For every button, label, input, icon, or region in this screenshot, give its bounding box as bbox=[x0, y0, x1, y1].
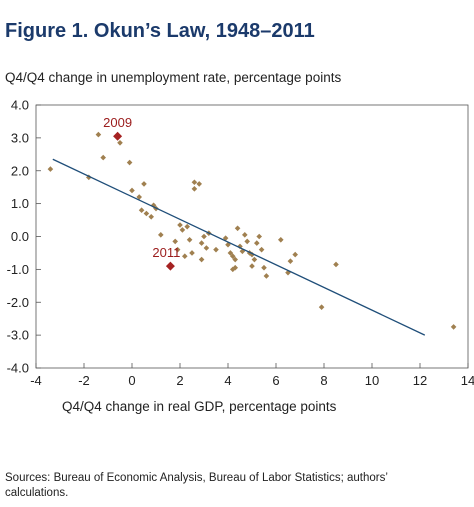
data-point bbox=[100, 154, 106, 161]
data-point bbox=[47, 166, 54, 172]
data-point bbox=[285, 269, 291, 276]
data-point bbox=[172, 238, 178, 245]
x-axis-label: Q4/Q4 change in real GDP, percentage poi… bbox=[62, 399, 337, 414]
data-point bbox=[191, 186, 198, 192]
x-tick-label: 4 bbox=[224, 373, 231, 388]
y-tick-label: -1.0 bbox=[7, 262, 29, 277]
data-point bbox=[203, 245, 210, 251]
data-point bbox=[141, 181, 147, 187]
data-point bbox=[278, 236, 284, 243]
y-tick-label: -3.0 bbox=[7, 328, 29, 343]
data-point bbox=[450, 324, 457, 330]
data-point bbox=[117, 140, 123, 146]
data-point bbox=[222, 235, 229, 241]
x-tick-label: 0 bbox=[128, 373, 135, 388]
trend-line bbox=[52, 158, 426, 336]
data-point bbox=[198, 240, 205, 246]
data-point bbox=[318, 304, 325, 310]
data-point bbox=[232, 256, 238, 263]
data-point bbox=[148, 213, 154, 220]
plot-area-frame bbox=[35, 104, 469, 369]
data-point bbox=[143, 210, 150, 217]
data-point bbox=[126, 159, 133, 166]
data-point bbox=[258, 246, 265, 253]
data-point bbox=[232, 264, 238, 271]
highlight-label-2009: 2009 bbox=[103, 115, 132, 130]
x-tick-label: 2 bbox=[176, 373, 183, 388]
data-point bbox=[227, 250, 234, 256]
data-point bbox=[177, 222, 183, 228]
chart-title: Figure 1. Okun’s Law, 1948–2011 bbox=[5, 20, 315, 42]
data-point bbox=[189, 250, 195, 256]
x-tick-label: 8 bbox=[320, 373, 327, 388]
y-tick-label: 3.0 bbox=[11, 130, 29, 145]
data-point bbox=[182, 253, 188, 260]
y-tick-label: 0.0 bbox=[11, 229, 29, 244]
highlight-point-2011 bbox=[165, 261, 175, 271]
data-point bbox=[86, 174, 92, 181]
data-point bbox=[230, 266, 236, 273]
x-tick-label: 14 bbox=[461, 373, 474, 388]
data-point bbox=[184, 223, 190, 230]
data-point bbox=[213, 246, 219, 253]
data-point bbox=[150, 202, 157, 209]
data-point bbox=[239, 248, 246, 255]
x-tick-label: 6 bbox=[272, 373, 279, 388]
data-point bbox=[249, 263, 255, 269]
data-point bbox=[198, 256, 205, 263]
source-note: Sources: Bureau of Economic Analysis, Bu… bbox=[5, 472, 388, 499]
data-point bbox=[158, 232, 164, 238]
data-point bbox=[244, 238, 250, 245]
x-tick-label: 10 bbox=[365, 373, 379, 388]
data-point bbox=[196, 181, 202, 187]
data-point bbox=[256, 233, 262, 240]
x-tick-label: -2 bbox=[78, 373, 90, 388]
y-tick-label: -4.0 bbox=[7, 361, 29, 376]
data-point bbox=[174, 246, 181, 253]
data-point bbox=[234, 225, 241, 232]
data-point bbox=[136, 194, 142, 200]
data-point bbox=[292, 251, 298, 258]
data-point bbox=[251, 256, 258, 263]
y-tick-label: 2.0 bbox=[11, 163, 29, 178]
data-point bbox=[186, 236, 193, 243]
data-point bbox=[191, 179, 198, 186]
data-point bbox=[254, 240, 260, 246]
y-tick-label: 4.0 bbox=[11, 98, 29, 113]
y-tick-label: -2.0 bbox=[7, 295, 29, 310]
data-point bbox=[179, 227, 186, 233]
x-tick-label: -4 bbox=[30, 373, 42, 388]
x-tick-label: 12 bbox=[413, 373, 427, 388]
data-point bbox=[138, 207, 145, 213]
data-point bbox=[242, 232, 248, 238]
data-point bbox=[230, 253, 236, 260]
highlight-label-2011: 2011 bbox=[152, 245, 180, 260]
y-axis-label: Q4/Q4 change in unemployment rate, perce… bbox=[5, 70, 342, 85]
highlight-point-2009 bbox=[113, 131, 123, 141]
data-point bbox=[261, 264, 267, 271]
data-point bbox=[201, 233, 207, 240]
y-tick-label: 1.0 bbox=[11, 196, 29, 211]
data-point bbox=[263, 273, 270, 279]
data-point bbox=[287, 258, 294, 264]
data-point bbox=[129, 187, 135, 194]
data-point bbox=[333, 261, 339, 268]
data-point bbox=[95, 131, 102, 138]
